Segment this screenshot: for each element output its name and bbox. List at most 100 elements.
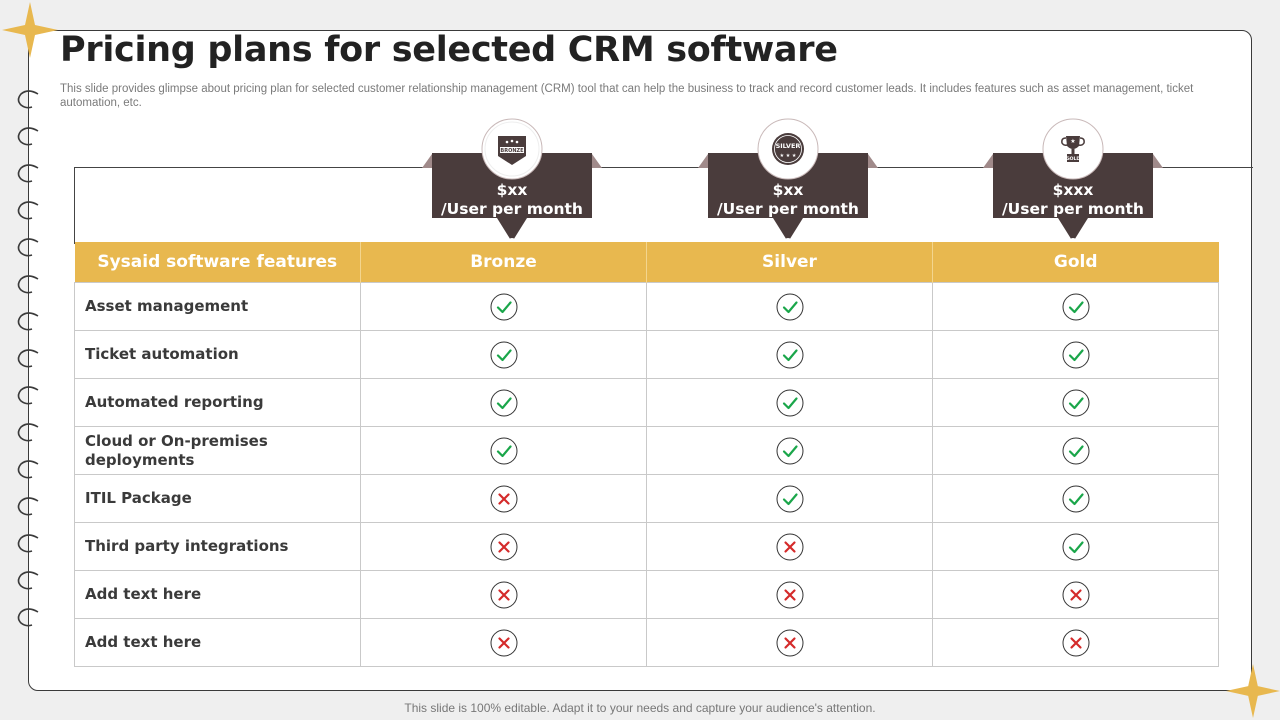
- feature-name: Automated reporting: [74, 378, 361, 427]
- pricing-table: Sysaid software features Bronze Silver G…: [74, 242, 1219, 667]
- feature-cell-gold: [932, 522, 1219, 571]
- feature-cell-silver: [646, 282, 933, 331]
- cross-icon: [1062, 629, 1090, 656]
- spiral-ring: [17, 608, 39, 627]
- feature-cell-bronze: [360, 522, 647, 571]
- check-icon: [1062, 341, 1090, 368]
- feature-name: Ticket automation: [74, 330, 361, 379]
- spiral-ring: [17, 460, 39, 479]
- feature-cell-gold: [932, 378, 1219, 427]
- feature-cell-silver: [646, 378, 933, 427]
- check-icon: [776, 485, 804, 512]
- plan-tag-silver: SILVER ★ ★ ★ $xx /User per month: [693, 118, 883, 246]
- cross-icon: [776, 581, 804, 608]
- check-icon: [490, 341, 518, 368]
- cross-icon: [1062, 581, 1090, 608]
- check-icon: [1062, 293, 1090, 320]
- page-title: Pricing plans for selected CRM software: [60, 30, 838, 70]
- table-frame: [74, 167, 1253, 244]
- price-amount: $xxx: [1052, 181, 1094, 199]
- spiral-ring: [17, 238, 39, 257]
- svg-text:★: ★: [1070, 138, 1075, 145]
- feature-cell-bronze: [360, 426, 647, 475]
- footer-note: This slide is 100% editable. Adapt it to…: [404, 701, 876, 715]
- spiral-ring: [17, 127, 39, 146]
- star-decoration-icon: [2, 2, 58, 58]
- spiral-ring: [17, 201, 39, 220]
- spiral-ring: [17, 349, 39, 368]
- badge-label: GOLD: [1066, 156, 1080, 162]
- star-decoration-icon: [1226, 664, 1280, 718]
- features-column-header: Sysaid software features: [74, 242, 361, 283]
- feature-cell-silver: [646, 618, 933, 667]
- spiral-ring: [17, 90, 39, 109]
- table-row: Automated reporting: [74, 378, 1219, 427]
- feature-name: Third party integrations: [74, 522, 361, 571]
- feature-cell-bronze: [360, 618, 647, 667]
- silver-medal-icon: SILVER ★ ★ ★: [757, 118, 819, 180]
- price-amount: $xx: [772, 181, 804, 199]
- check-icon: [1062, 437, 1090, 464]
- cross-icon: [776, 629, 804, 656]
- price-amount: $xx: [496, 181, 528, 199]
- badge-label: BRONZE: [500, 148, 524, 154]
- cross-icon: [776, 533, 804, 560]
- feature-cell-silver: [646, 522, 933, 571]
- feature-cell-gold: [932, 474, 1219, 523]
- table-row: Add text here: [74, 570, 1219, 619]
- gold-column-header: Gold: [932, 242, 1219, 283]
- check-icon: [776, 341, 804, 368]
- plan-tag-gold: GOLD ★ $xxx /User per month: [978, 118, 1168, 246]
- feature-cell-gold: [932, 282, 1219, 331]
- check-icon: [1062, 389, 1090, 416]
- cross-icon: [490, 485, 518, 512]
- check-icon: [776, 389, 804, 416]
- feature-cell-gold: [932, 330, 1219, 379]
- cross-icon: [490, 533, 518, 560]
- spiral-ring: [17, 275, 39, 294]
- price-unit: /User per month: [717, 200, 859, 218]
- feature-name: Cloud or On-premises deployments: [74, 426, 361, 475]
- plan-price: $xxx /User per month: [978, 181, 1168, 219]
- spiral-ring: [17, 571, 39, 590]
- feature-cell-bronze: [360, 282, 647, 331]
- feature-cell-gold: [932, 570, 1219, 619]
- feature-name: Add text here: [74, 570, 361, 619]
- feature-cell-bronze: [360, 570, 647, 619]
- table-row: ITIL Package: [74, 474, 1219, 523]
- spiral-ring: [17, 497, 39, 516]
- feature-cell-gold: [932, 426, 1219, 475]
- feature-cell-gold: [932, 618, 1219, 667]
- check-icon: [776, 437, 804, 464]
- feature-name: Asset management: [74, 282, 361, 331]
- table-row: Cloud or On-premises deployments: [74, 426, 1219, 475]
- spiral-ring: [17, 534, 39, 553]
- check-icon: [490, 389, 518, 416]
- spiral-ring: [17, 164, 39, 183]
- check-icon: [490, 437, 518, 464]
- table-row: Add text here: [74, 618, 1219, 667]
- cross-icon: [490, 629, 518, 656]
- notebook-spiral: [16, 90, 46, 630]
- page-subtitle: This slide provides glimpse about pricin…: [60, 83, 1194, 109]
- feature-cell-bronze: [360, 330, 647, 379]
- spiral-ring: [17, 312, 39, 331]
- feature-cell-silver: [646, 570, 933, 619]
- price-unit: /User per month: [441, 200, 583, 218]
- gold-trophy-icon: GOLD ★: [1042, 118, 1104, 180]
- check-icon: [490, 293, 518, 320]
- table-header-row: Sysaid software features Bronze Silver G…: [74, 242, 1219, 283]
- bronze-column-header: Bronze: [360, 242, 647, 283]
- check-icon: [1062, 485, 1090, 512]
- feature-cell-silver: [646, 426, 933, 475]
- check-icon: [776, 293, 804, 320]
- bronze-medal-icon: BRONZE: [481, 118, 543, 180]
- feature-cell-silver: [646, 330, 933, 379]
- spiral-ring: [17, 423, 39, 442]
- feature-name: Add text here: [74, 618, 361, 667]
- price-unit: /User per month: [1002, 200, 1144, 218]
- plan-price: $xx /User per month: [417, 181, 607, 219]
- feature-cell-bronze: [360, 378, 647, 427]
- check-icon: [1062, 533, 1090, 560]
- cross-icon: [490, 581, 518, 608]
